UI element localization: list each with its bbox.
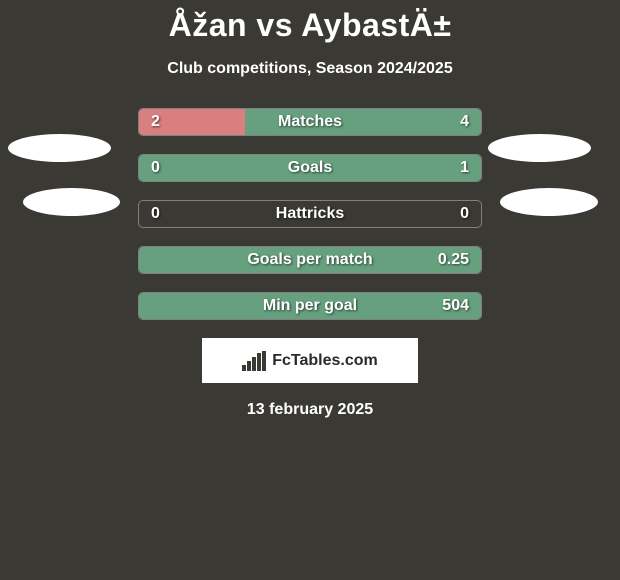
stat-label: Goals per match bbox=[247, 251, 372, 269]
stat-label: Goals bbox=[288, 159, 332, 177]
logo-text: FcTables.com bbox=[272, 352, 378, 370]
stat-value-left: 0 bbox=[151, 159, 160, 177]
stat-bar: 0 Goals 1 bbox=[138, 154, 482, 182]
stat-value-right: 0.25 bbox=[438, 251, 469, 269]
team-left-logo-2 bbox=[23, 188, 120, 216]
date-text: 13 february 2025 bbox=[0, 401, 620, 419]
team-right-logo-2 bbox=[500, 188, 598, 216]
stats-bars: 2 Matches 4 0 Goals 1 0 Hattricks 0 Goals per mat… bbox=[138, 108, 482, 320]
subtitle: Club competitions, Season 2024/2025 bbox=[0, 60, 620, 78]
stat-bar: Goals per match 0.25 bbox=[138, 246, 482, 274]
stat-value-right: 4 bbox=[460, 113, 469, 131]
stat-bar: Min per goal 504 bbox=[138, 292, 482, 320]
page-title: Åžan vs AybastÄ± bbox=[0, 7, 620, 44]
stat-bar: 2 Matches 4 bbox=[138, 108, 482, 136]
logo-box: FcTables.com bbox=[202, 338, 418, 383]
content-wrapper: 2 Matches 4 0 Goals 1 0 Hattricks 0 Goals per mat… bbox=[0, 108, 620, 419]
stat-label: Matches bbox=[278, 113, 342, 131]
stat-value-left: 2 bbox=[151, 113, 160, 131]
stat-bar: 0 Hattricks 0 bbox=[138, 200, 482, 228]
stat-value-right: 504 bbox=[442, 297, 469, 315]
stat-value-left: 0 bbox=[151, 205, 160, 223]
stat-label: Min per goal bbox=[263, 297, 357, 315]
team-right-logo-1 bbox=[488, 134, 591, 162]
stat-value-right: 0 bbox=[460, 205, 469, 223]
stat-label: Hattricks bbox=[276, 205, 344, 223]
stat-value-right: 1 bbox=[460, 159, 469, 177]
chart-icon bbox=[242, 351, 266, 371]
team-left-logo-1 bbox=[8, 134, 111, 162]
